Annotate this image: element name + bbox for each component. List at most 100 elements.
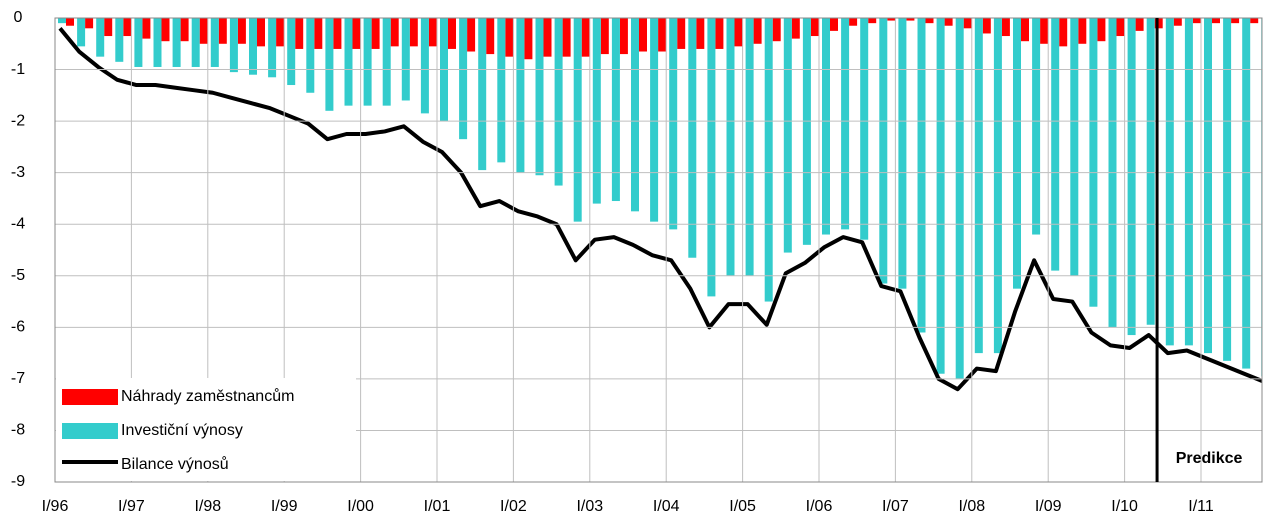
bar: [401, 18, 410, 101]
bar: [974, 18, 983, 354]
bar: [619, 18, 628, 55]
x-tick-label: I/97: [118, 498, 145, 515]
bar: [1070, 18, 1079, 276]
bar: [1059, 18, 1068, 47]
bar: [1013, 18, 1021, 289]
bar: [982, 18, 991, 34]
annotation: Predikce: [1176, 450, 1243, 467]
bar: [611, 18, 620, 202]
bar: [524, 18, 533, 60]
bar: [1021, 18, 1029, 42]
bar: [287, 18, 296, 86]
y-tick-label: 0: [14, 9, 23, 26]
y-tick-label: -8: [11, 422, 25, 439]
bar: [1127, 18, 1136, 336]
bar: [650, 18, 659, 222]
x-tick-label: I/05: [729, 498, 756, 515]
bar: [1223, 18, 1232, 361]
x-tick-label: I/06: [806, 498, 833, 515]
bar: [955, 18, 964, 379]
bar: [1097, 18, 1106, 42]
bar: [944, 18, 953, 26]
bar: [172, 18, 181, 67]
bar: [810, 18, 819, 37]
x-tick-label: I/08: [958, 498, 985, 515]
line: [58, 27, 1262, 392]
y-tick-label: -3: [11, 164, 25, 181]
x-tick-label: I/99: [271, 498, 298, 515]
bar: [382, 18, 391, 106]
bar: [669, 18, 678, 230]
bar: [715, 18, 724, 49]
bar: [925, 18, 934, 24]
x-tick-label: I/98: [194, 498, 221, 515]
x-tick-label: I/04: [653, 498, 680, 515]
legend-swatch: [62, 423, 118, 439]
bar: [688, 18, 697, 258]
bar: [295, 18, 304, 49]
y-tick-label: -2: [11, 112, 25, 129]
x-tick-label: I/10: [1111, 498, 1138, 515]
bar: [218, 18, 227, 44]
bar: [104, 18, 113, 37]
bar: [1184, 18, 1193, 346]
legend-label: Bilance výnosů: [121, 455, 229, 473]
bar: [917, 18, 926, 333]
bar: [409, 18, 418, 47]
bar: [486, 18, 495, 55]
bar: [153, 18, 162, 67]
bar: [199, 18, 208, 44]
bar: [161, 18, 170, 42]
plot-area: [58, 18, 1262, 392]
bar: [639, 18, 647, 52]
bar: [142, 18, 151, 39]
bar: [306, 18, 315, 93]
bar: [1040, 18, 1049, 44]
bar: [85, 18, 94, 29]
bar: [1250, 18, 1259, 24]
bar: [96, 18, 105, 57]
bar: [210, 18, 219, 67]
bar: [963, 18, 972, 29]
bar: [66, 18, 74, 26]
bar: [268, 18, 277, 78]
bar: [898, 18, 907, 289]
bar: [562, 18, 571, 57]
bar: [772, 18, 781, 42]
bar: [791, 18, 800, 39]
bar: [600, 18, 609, 55]
bar: [123, 18, 132, 37]
bar: [993, 18, 1002, 354]
bar: [707, 18, 716, 297]
bar: [830, 18, 838, 31]
bar: [783, 18, 792, 253]
legend-swatch: [62, 389, 118, 405]
bar: [734, 18, 743, 47]
bar: [505, 18, 514, 57]
bar: [543, 18, 552, 57]
bar: [554, 18, 563, 186]
y-tick-label: -5: [11, 267, 25, 284]
legend-label: Náhrady zaměstnancům: [121, 387, 294, 405]
bar: [860, 18, 869, 240]
bar: [420, 18, 429, 114]
bar: [1192, 18, 1201, 24]
bar: [1135, 18, 1144, 31]
bar: [1231, 18, 1240, 24]
bar: [1204, 18, 1212, 354]
bar: [879, 18, 888, 284]
bar: [1146, 18, 1155, 325]
y-tick-label: -4: [11, 215, 25, 232]
bar: [390, 18, 399, 47]
bar: [237, 18, 246, 44]
bar: [1032, 18, 1041, 235]
legend-label: Investiční výnosy: [121, 422, 243, 439]
bar: [1078, 18, 1087, 44]
bar: [333, 18, 342, 49]
bar: [516, 18, 525, 173]
bar: [753, 18, 762, 44]
bar: [1089, 18, 1098, 307]
bar: [352, 18, 361, 49]
bar: [459, 18, 468, 140]
